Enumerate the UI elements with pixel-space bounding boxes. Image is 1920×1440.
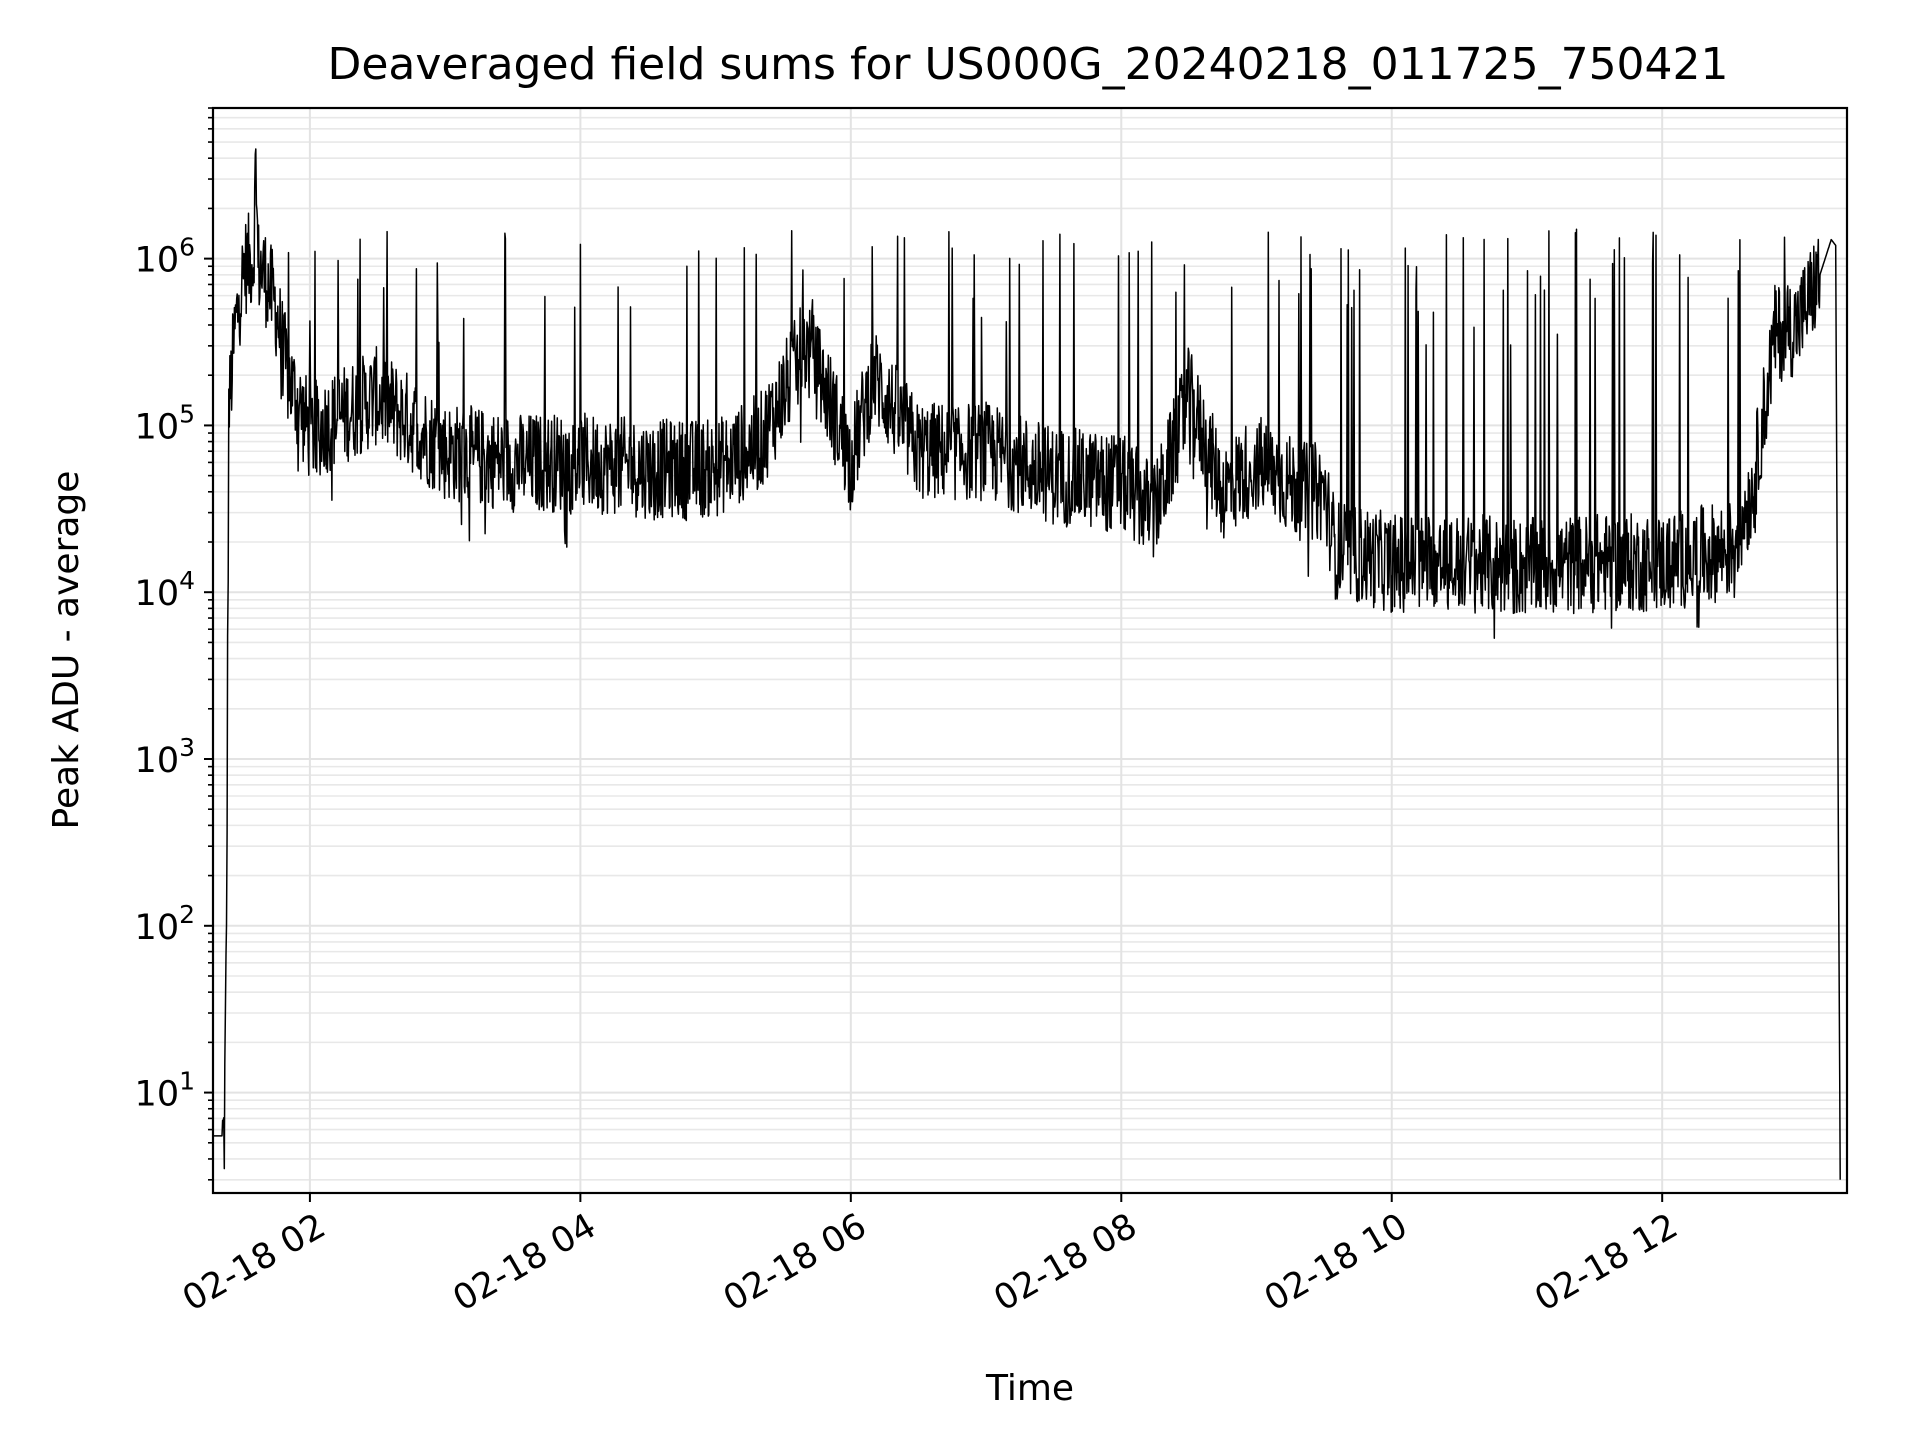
y-tick-base: 10 [135, 741, 180, 781]
x-axis-label: Time [985, 1368, 1074, 1409]
chart-title: Deaveraged field sums for US000G_2024021… [327, 39, 1728, 90]
x-tick-label: 02-18 02 [176, 1206, 332, 1319]
plot-area [212, 148, 1841, 1180]
x-tick-label: 02-18 06 [717, 1206, 873, 1319]
y-tick-label: 103 [135, 733, 195, 781]
y-axis-label: Peak ADU - average [46, 471, 87, 830]
y-tick-base: 10 [135, 1075, 180, 1115]
y-tick-exponent: 6 [179, 233, 195, 262]
y-tick-label: 106 [135, 233, 195, 281]
y-tick-label: 102 [135, 900, 195, 948]
x-tick-label: 02-18 04 [447, 1206, 603, 1319]
y-tick-base: 10 [135, 574, 180, 614]
y-tick-exponent: 2 [179, 900, 195, 929]
y-tick-base: 10 [135, 407, 180, 447]
y-tick-exponent: 3 [179, 733, 195, 762]
grid [213, 107, 1847, 1193]
x-tick-label: 02-18 10 [1258, 1206, 1414, 1319]
series-line [212, 148, 1841, 1180]
y-tick-label: 104 [135, 566, 195, 614]
y-tick-exponent: 1 [179, 1067, 195, 1096]
y-tick-exponent: 4 [179, 566, 195, 595]
y-tick-label: 101 [135, 1067, 195, 1115]
y-tick-base: 10 [135, 241, 180, 281]
x-tick-label: 02-18 12 [1528, 1206, 1684, 1319]
plot-frame [211, 106, 1849, 1195]
y-tick-base: 10 [135, 908, 180, 948]
x-tick-label: 02-18 08 [987, 1206, 1143, 1319]
y-tick-label: 105 [135, 399, 195, 447]
y-tick-exponent: 5 [179, 399, 195, 428]
